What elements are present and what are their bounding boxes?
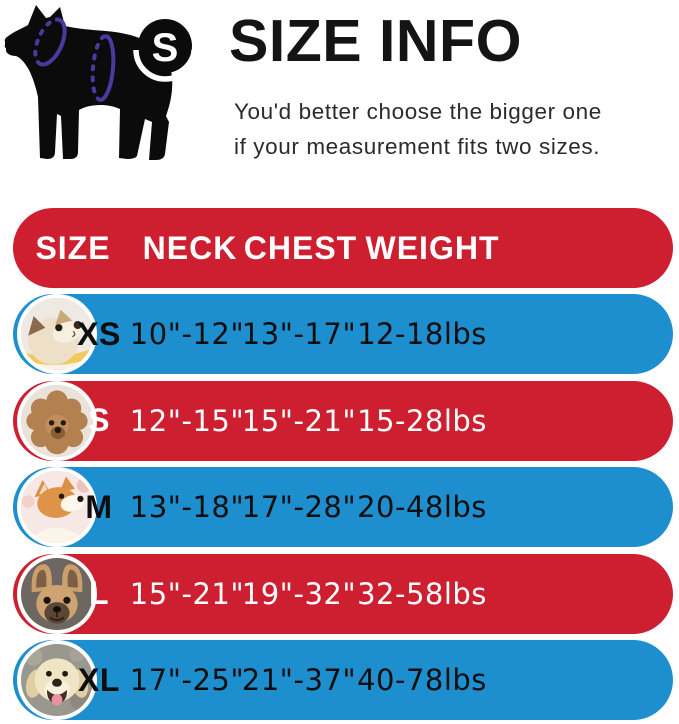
table-row-xl: XL 17"-25" 21"-37" 40-78lbs (13, 640, 673, 720)
cell-weight: 32-58lbs (357, 576, 487, 611)
cell-size: XS (77, 315, 121, 352)
pomeranian-photo (17, 294, 97, 374)
table-row-m: M 13"-18" 17"-28" 20-48lbs (13, 467, 673, 547)
dog-body (4, 5, 173, 160)
poodle-photo (17, 380, 97, 461)
cell-neck: 12"-15" (129, 403, 245, 438)
neck-measure-ellipse (33, 17, 67, 67)
size-note: You'd better choose the bigger one if you… (234, 94, 602, 164)
cell-chest: 15"-21" (241, 403, 357, 438)
shiba-inu-photo (17, 467, 97, 547)
column-header-size: SIZE (35, 229, 111, 266)
cell-neck: 10"-12" (129, 317, 245, 351)
cell-weight: 15-28lbs (357, 403, 487, 438)
tail-separation-line (133, 49, 197, 82)
size-note-line2: if your measurement fits two sizes. (234, 134, 601, 159)
column-header-neck: NECK (142, 229, 238, 266)
cell-weight: 20-48lbs (357, 490, 487, 524)
chest-measure-ellipse (90, 34, 116, 102)
cell-chest: 13"-17" (241, 317, 357, 351)
table-header-row: SIZE NECK CHEST WEIGHT (13, 208, 673, 288)
column-header-weight: WEIGHT (365, 229, 500, 266)
cell-neck: 17"-25" (129, 663, 245, 697)
cell-size: L (88, 575, 110, 611)
column-header-chest: CHEST (243, 229, 358, 266)
cell-chest: 21"-37" (241, 663, 357, 697)
cell-size: M (85, 488, 113, 525)
labrador-photo (17, 640, 97, 720)
cell-size: XL (78, 661, 120, 698)
french-bulldog-photo (17, 553, 97, 634)
table-row-l: L 15"-21" 19"-32" 32-58lbs (13, 553, 673, 634)
cell-weight: 40-78lbs (357, 663, 487, 697)
cell-weight: 12-18lbs (357, 317, 487, 351)
page-title: SIZE INFO (229, 8, 522, 74)
tail-spiral-cutout: S (152, 26, 179, 70)
cell-size: S (88, 402, 110, 438)
cell-neck: 13"-18" (129, 490, 245, 524)
cell-neck: 15"-21" (129, 576, 245, 611)
cell-chest: 19"-32" (241, 576, 357, 611)
table-row-s: S 12"-15" 15"-21" 15-28lbs (13, 380, 673, 461)
dog-silhouette-illustration: S (4, 5, 197, 160)
table-row-xs: XS 10"-12" 13"-17" 12-18lbs (13, 294, 673, 374)
size-note-line1: You'd better choose the bigger one (234, 99, 602, 124)
cell-chest: 17"-28" (241, 490, 357, 524)
